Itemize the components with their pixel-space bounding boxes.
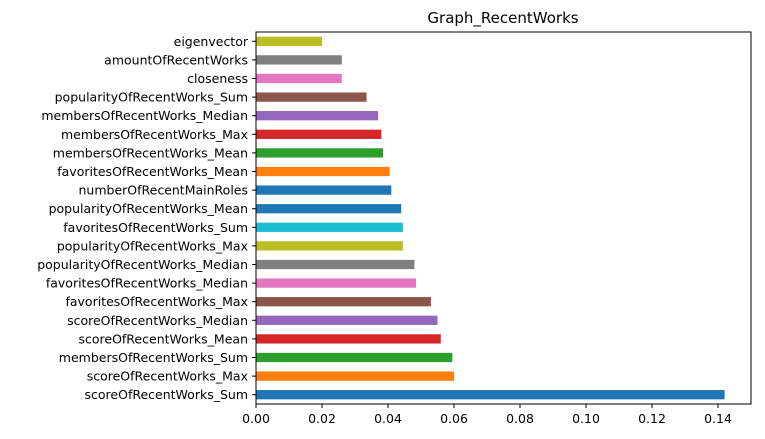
bar — [256, 36, 322, 46]
x-tick-label: 0.02 — [308, 411, 336, 426]
x-tick-label: 0.08 — [506, 411, 534, 426]
y-tick-label: favoritesOfRecentWorks_Sum — [63, 220, 248, 235]
bar — [256, 204, 402, 214]
bar — [256, 297, 431, 307]
y-tick-label: closeness — [187, 71, 248, 86]
y-tick-label: popularityOfRecentWorks_Mean — [49, 201, 248, 216]
x-tick-label: 0.14 — [704, 411, 732, 426]
x-tick-label: 0.12 — [638, 411, 666, 426]
y-tick-label: membersOfRecentWorks_Median — [41, 108, 248, 123]
bar — [256, 129, 382, 139]
y-tick-label: favoritesOfRecentWorks_Max — [65, 294, 248, 309]
y-tick-label: popularityOfRecentWorks_Median — [37, 257, 248, 272]
x-tick-label: 0.00 — [242, 411, 270, 426]
bar — [256, 259, 415, 270]
y-tick-label: amountOfRecentWorks — [104, 52, 248, 67]
bar — [256, 371, 454, 381]
x-axis-ticks: 0.00 0.02 0.04 0.06 0.08 0.10 0.12 0.14 — [242, 404, 732, 426]
bar — [256, 92, 367, 102]
chart-title: Graph_RecentWorks — [427, 9, 578, 28]
bar — [256, 73, 342, 84]
x-tick-label: 0.10 — [572, 411, 600, 426]
bar — [256, 185, 392, 195]
bar — [256, 315, 438, 325]
bar — [256, 278, 417, 288]
y-tick-label: membersOfRecentWorks_Sum — [59, 350, 248, 365]
y-tick-label: numberOfRecentMainRoles — [78, 183, 248, 198]
y-tick-label: eigenvector — [174, 34, 249, 49]
bar — [256, 390, 725, 400]
y-tick-label: membersOfRecentWorks_Max — [61, 127, 248, 142]
bar — [256, 111, 379, 121]
y-tick-label: scoreOfRecentWorks_Mean — [78, 331, 248, 346]
y-axis-ticks: scoreOfRecentWorks_Sum scoreOfRecentWorks… — [37, 34, 256, 402]
y-tick-label: scoreOfRecentWorks_Max — [87, 369, 248, 384]
x-tick-label: 0.06 — [440, 411, 468, 426]
y-tick-label: scoreOfRecentWorks_Median — [67, 313, 248, 328]
y-tick-label: popularityOfRecentWorks_Sum — [55, 90, 248, 105]
bar — [256, 55, 342, 65]
x-tick-label: 0.04 — [374, 411, 402, 426]
bar — [256, 148, 384, 158]
bar — [256, 166, 390, 177]
y-tick-label: popularityOfRecentWorks_Max — [57, 238, 248, 253]
y-tick-label: favoritesOfRecentWorks_Mean — [57, 164, 248, 179]
bar — [256, 241, 403, 251]
bar — [256, 334, 441, 344]
bar — [256, 352, 453, 363]
bars-layer — [256, 36, 725, 400]
y-tick-label: membersOfRecentWorks_Mean — [53, 145, 248, 160]
plot-frame — [255, 31, 752, 405]
y-tick-label: scoreOfRecentWorks_Sum — [85, 387, 248, 402]
y-tick-label: favoritesOfRecentWorks_Median — [46, 276, 248, 291]
bar — [256, 222, 403, 232]
